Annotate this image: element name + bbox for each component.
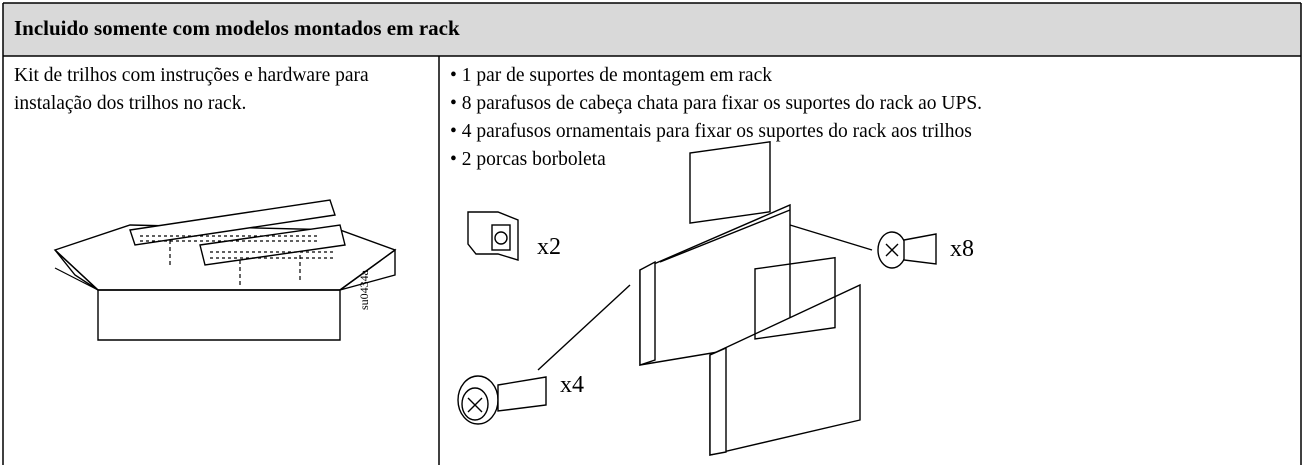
- qty-label: x8: [950, 236, 974, 262]
- qty-label: x4: [560, 372, 584, 398]
- qty-label: x2: [537, 234, 561, 260]
- list-item: 8 parafusos de cabeça chata para fixar o…: [450, 90, 982, 118]
- contents-list: 1 par de suportes de montagem em rack8 p…: [450, 62, 982, 174]
- header-background: [3, 3, 1301, 56]
- list-item: 2 porcas borboleta: [450, 146, 982, 174]
- figure-id: su0434a: [357, 269, 371, 310]
- rail-kit-figure: su0434a: [53, 199, 397, 341]
- list-item: 1 par de suportes de montagem em rack: [450, 62, 982, 90]
- list-item: 4 parafusos ornamentais para fixar os su…: [450, 118, 982, 146]
- hardware-figure: x2 x8 x4: [457, 140, 974, 456]
- kit-description: Kit de trilhos com instruções e hardware…: [14, 65, 369, 114]
- table-header: Incluido somente com modelos montados em…: [14, 16, 460, 40]
